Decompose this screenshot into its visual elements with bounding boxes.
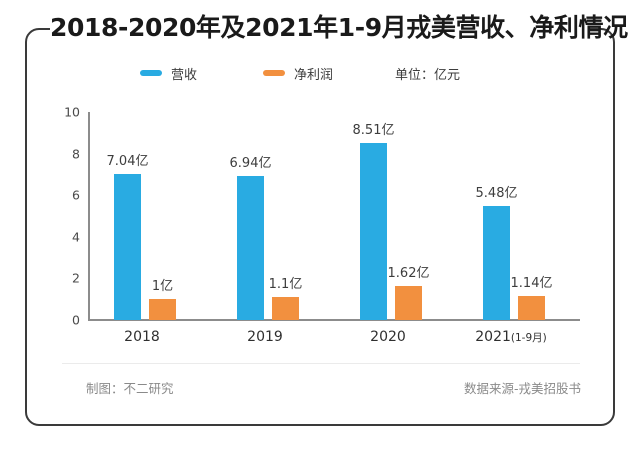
x-tick-label-main: 2021 xyxy=(475,329,511,345)
y-tick-label: 0 xyxy=(72,312,80,328)
bar-group: 8.51亿 1.62亿 2020 xyxy=(338,112,461,345)
chart-legend: 营收 净利润 单位：亿元 xyxy=(140,62,530,84)
bar-revenue[interactable]: 7.04亿 xyxy=(107,154,148,320)
y-axis-line xyxy=(88,112,90,320)
x-tick-label: 2020 xyxy=(370,329,406,345)
bar-chart-plot-area: 0 2 4 6 8 10 7.04亿 1亿 2018 6.94亿 1.1亿 2019 8.51亿 1.6… xyxy=(64,105,580,345)
legend-swatch-profit-icon xyxy=(263,70,286,76)
bar-value-label: 6.94亿 xyxy=(229,155,272,171)
y-tick-label: 4 xyxy=(72,229,80,245)
bar-group: 6.94亿 1.1亿 2019 xyxy=(215,112,338,345)
bar-value-label: 1亿 xyxy=(151,279,174,295)
x-tick-label: 2019 xyxy=(247,329,283,345)
bar-value-label: 7.04亿 xyxy=(106,153,149,169)
source-text: 数据来源-戎美招股书 xyxy=(463,381,581,396)
x-axis-line xyxy=(88,319,580,321)
bar-value-label: 1.1亿 xyxy=(268,277,303,293)
x-tick-label-main: 2020 xyxy=(370,329,406,345)
legend-label-profit: 净利润 xyxy=(294,67,334,83)
y-tick-label: 2 xyxy=(72,270,80,286)
y-tick-label: 10 xyxy=(64,104,80,120)
bar-value-label: 8.51亿 xyxy=(352,123,395,138)
legend-unit-note: 单位：亿元 xyxy=(395,67,461,83)
legend-item-profit: 净利润 xyxy=(263,64,333,83)
bar-revenue[interactable]: 5.48亿 xyxy=(476,186,517,320)
x-tick-label: 2018 xyxy=(124,329,160,345)
page-title: 2018-2020年及2021年1-9月戎美营收、净利情况 xyxy=(50,7,628,49)
legend-swatch-revenue-icon xyxy=(140,70,162,76)
y-tick-label: 6 xyxy=(72,187,80,203)
y-tick-label: 8 xyxy=(72,146,80,162)
bar-value-label: 1.14亿 xyxy=(510,276,553,292)
bar-profit[interactable]: 1亿 xyxy=(149,279,176,320)
footer-divider xyxy=(62,363,580,364)
bar-group: 5.48亿 1.14亿 2021(1-9月) xyxy=(461,112,584,345)
bar-profit[interactable]: 1.1亿 xyxy=(269,277,302,320)
x-tick-label: 2021(1-9月) xyxy=(475,329,546,345)
x-tick-label-main: 2018 xyxy=(124,329,160,345)
bar-profit[interactable]: 1.14亿 xyxy=(511,276,552,320)
bar-revenue[interactable]: 6.94亿 xyxy=(230,156,271,320)
bar-revenue[interactable]: 8.51亿 xyxy=(353,123,394,320)
bar-value-label: 1.62亿 xyxy=(387,266,430,282)
bar-group: 7.04亿 1亿 2018 xyxy=(92,112,215,345)
bar-value-label: 5.48亿 xyxy=(475,186,518,202)
bar-profit[interactable]: 1.62亿 xyxy=(388,266,429,320)
x-tick-label-main: 2019 xyxy=(247,329,283,345)
legend-item-revenue: 营收 xyxy=(140,64,197,83)
credit-text: 制图：不二研究 xyxy=(86,381,174,396)
legend-label-revenue: 营收 xyxy=(171,67,198,83)
x-tick-label-sub: (1-9月) xyxy=(510,332,547,344)
